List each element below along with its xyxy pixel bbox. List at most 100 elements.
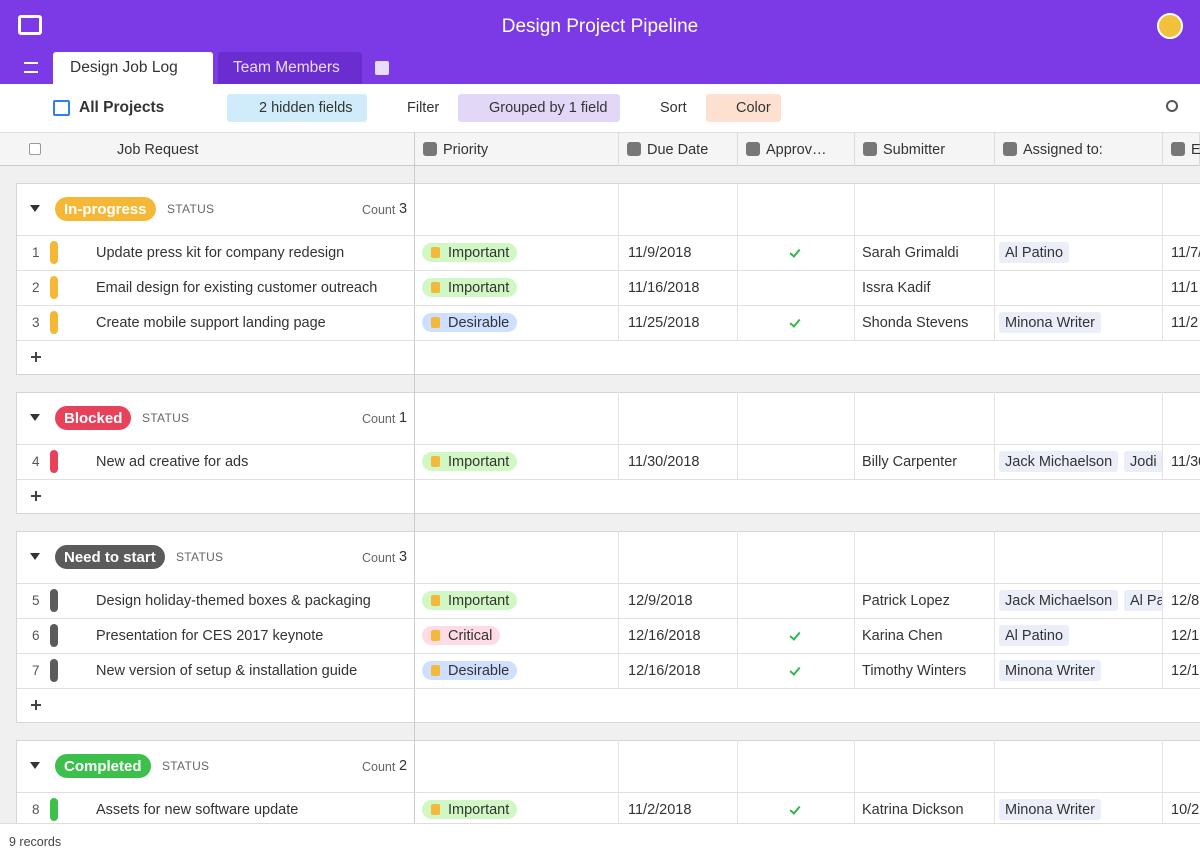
collapse-arrow[interactable] [30, 414, 40, 421]
column-title[interactable]: Submitter [883, 141, 946, 158]
row-number: 5 [32, 593, 40, 608]
row-border [17, 618, 1200, 619]
next-cell: 11/1 [1163, 270, 1200, 305]
assignee-chip[interactable]: Jack Michaelson [999, 590, 1119, 611]
due-date[interactable]: 12/16/2018 [628, 662, 701, 679]
priority-chip[interactable]: Important [422, 452, 518, 471]
priority-chip[interactable]: Desirable [422, 313, 518, 332]
add-row[interactable] [35, 491, 37, 501]
cell-divider [1162, 392, 1163, 479]
tab-label[interactable]: Team Members [233, 59, 340, 76]
next-cell: 12/1 [1163, 618, 1200, 653]
priority-icon [431, 456, 440, 467]
priority-chip[interactable]: Important [422, 591, 518, 610]
row-number: 2 [32, 280, 40, 295]
column-title[interactable]: Job Request [117, 141, 199, 158]
group[interactable]: Grouped by 1 field [489, 100, 608, 116]
row-number: 3 [32, 315, 40, 330]
due-date[interactable]: 12/9/2018 [628, 592, 693, 609]
priority-chip[interactable]: Important [422, 243, 518, 262]
row-border [17, 270, 1200, 271]
assignee-chip[interactable]: Minona Writer [999, 799, 1101, 820]
column-title[interactable]: Priority [443, 141, 489, 158]
next-cell: 12/1 [1163, 653, 1200, 688]
tab-label[interactable]: Design Job Log [70, 59, 178, 76]
footer [0, 823, 1200, 861]
column-divider [1162, 133, 1163, 166]
group-count: 2 [399, 758, 408, 774]
collapse-arrow[interactable] [30, 205, 40, 212]
add-row[interactable] [35, 700, 37, 710]
row-color-bar [50, 798, 58, 821]
menu-icon[interactable] [24, 62, 38, 73]
group-field: STATUS [176, 550, 224, 564]
search-icon[interactable] [1166, 100, 1178, 112]
next-column-value: 12/1 [1171, 662, 1200, 679]
submitter[interactable]: Karina Chen [862, 627, 943, 644]
job-request[interactable]: Update press kit for company redesign [96, 244, 345, 261]
due-date[interactable]: 11/16/2018 [628, 279, 700, 296]
submitter[interactable]: Katrina Dickson [862, 801, 964, 818]
color[interactable]: Color [736, 100, 771, 116]
submitter[interactable]: Timothy Winters [862, 662, 967, 679]
group-count-label: Count [362, 412, 396, 426]
assignee-chip[interactable]: Jack Michaelson [999, 451, 1119, 472]
due-date[interactable]: 11/30/2018 [628, 453, 700, 470]
sort[interactable]: Sort [660, 100, 687, 116]
row-border [17, 653, 1200, 654]
priority-chip[interactable]: Important [422, 800, 518, 819]
column-title[interactable]: Approv… [766, 141, 827, 158]
submitter[interactable]: Billy Carpenter [862, 453, 958, 470]
column-title[interactable]: E [1191, 141, 1200, 158]
group-label: Blocked [55, 406, 132, 430]
priority-icon [431, 317, 440, 328]
collapse-arrow[interactable] [30, 762, 40, 769]
job-request[interactable]: Email design for existing customer outre… [96, 279, 378, 296]
submitter[interactable]: Issra Kadif [862, 279, 931, 296]
column-title[interactable]: Assigned to: [1023, 141, 1103, 158]
assignee-chip[interactable]: Al Patino [1124, 590, 1162, 611]
assignee-chip[interactable]: Al Patino [999, 625, 1070, 646]
submitter[interactable]: Shonda Stevens [862, 314, 969, 331]
row-border [17, 444, 1200, 445]
assignee-chip[interactable]: Minona Writer [999, 660, 1101, 681]
due-date[interactable]: 11/25/2018 [628, 314, 700, 331]
cell-divider [854, 183, 855, 340]
cell-divider [994, 531, 995, 688]
priority-chip[interactable]: Important [422, 278, 518, 297]
job-request[interactable]: Assets for new software update [96, 801, 299, 818]
assignee-chip[interactable]: Al Patino [999, 242, 1070, 263]
collapse-arrow[interactable] [30, 553, 40, 560]
add-table[interactable] [375, 61, 389, 75]
priority-chip[interactable]: Desirable [422, 661, 518, 680]
priority-chip[interactable]: Critical [422, 626, 501, 645]
filter[interactable]: Filter [407, 100, 440, 116]
job-request[interactable]: New ad creative for ads [96, 453, 249, 470]
cell-divider [1162, 740, 1163, 827]
cell-divider [618, 392, 619, 479]
job-request[interactable]: Design holiday-themed boxes & packaging [96, 592, 371, 609]
hidden-fields[interactable]: 2 hidden fields [259, 100, 353, 116]
base-title[interactable]: Design Project Pipeline [501, 16, 699, 37]
tab-inactive[interactable] [218, 52, 362, 84]
column-divider [737, 133, 738, 166]
checkbox[interactable] [29, 143, 41, 155]
assignee-chip[interactable]: Jodi I [1124, 451, 1162, 472]
cell-divider [994, 183, 995, 340]
add-row[interactable] [35, 352, 37, 362]
submitter[interactable]: Sarah Grimaldi [862, 244, 959, 261]
submitter[interactable]: Patrick Lopez [862, 592, 950, 609]
due-date[interactable]: 11/9/2018 [628, 244, 692, 261]
column-title[interactable]: Due Date [647, 141, 709, 158]
tab-active[interactable] [53, 52, 213, 85]
assignee-chip[interactable]: Minona Writer [999, 312, 1101, 333]
job-request[interactable]: New version of setup & installation guid… [96, 662, 358, 679]
due-date[interactable]: 12/16/2018 [628, 627, 701, 644]
cell-divider [994, 392, 995, 479]
column-divider [994, 133, 995, 166]
column-icon [1171, 142, 1185, 156]
due-date[interactable]: 11/2/2018 [628, 801, 692, 818]
view-name[interactable]: All Projects [79, 99, 165, 116]
job-request[interactable]: Create mobile support landing page [96, 314, 326, 331]
job-request[interactable]: Presentation for CES 2017 keynote [96, 627, 324, 644]
